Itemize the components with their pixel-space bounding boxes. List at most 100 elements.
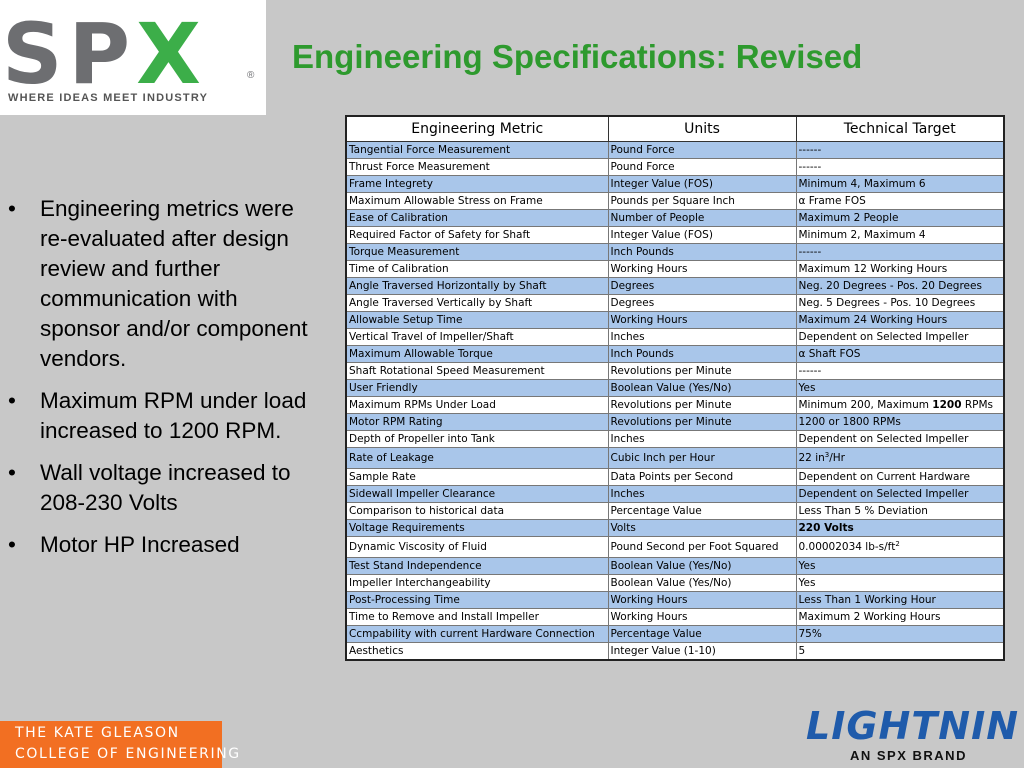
table-row: Required Factor of Safety for Shaft Integ… xyxy=(345,226,1005,244)
cell-units: Volts xyxy=(607,519,797,537)
cell-target: 22 in3/Hr xyxy=(795,447,1005,469)
cell-units: Pound Force xyxy=(607,158,797,176)
header-technical-target: Technical Target xyxy=(795,115,1005,142)
table-row: Time to Remove and Install Impeller Worki… xyxy=(345,608,1005,626)
cell-target-pre: Minimum 200, Maximum xyxy=(798,399,933,411)
table-row: Time of Calibration Working Hours Maximum … xyxy=(345,260,1005,278)
cell-units: Inch Pounds xyxy=(607,243,797,261)
cell-metric: Allowable Setup Time xyxy=(345,311,609,329)
cell-units: Working Hours xyxy=(607,591,797,609)
cell-target: 5 xyxy=(795,642,1005,661)
lightnin-logo: LIGHTNIN AN SPX BRAND xyxy=(806,704,1020,766)
cell-units: Revolutions per Minute xyxy=(607,413,797,431)
table-row: Impeller Interchangeability Boolean Value… xyxy=(345,574,1005,592)
cell-target: Maximum 12 Working Hours xyxy=(795,260,1005,278)
cell-target: Dependent on Selected Impeller xyxy=(795,485,1005,503)
cell-target-sup: 3 xyxy=(824,451,830,459)
spx-tagline: WHERE IDEAS MEET INDUSTRY xyxy=(8,92,209,104)
cell-metric: Maximum Allowable Torque xyxy=(345,345,609,363)
cell-units: Degrees xyxy=(607,277,797,295)
cell-metric: Tangential Force Measurement xyxy=(345,141,609,159)
bullet-item: • Engineering metrics were re-evaluated a… xyxy=(8,194,318,374)
table-row: Frame Integrety Integer Value (FOS) Minimu… xyxy=(345,175,1005,193)
cell-target: Neg. 20 Degrees - Pos. 20 Degrees xyxy=(795,277,1005,295)
cell-metric: Required Factor of Safety for Shaft xyxy=(345,226,609,244)
engineering-spec-table: Engineering Metric Units Technical Targe… xyxy=(345,115,1005,661)
cell-target: α Shaft FOS xyxy=(795,345,1005,363)
cell-units: Pound Second per Foot Squared xyxy=(607,536,797,558)
registered-mark: ® xyxy=(247,70,255,81)
cell-metric: Ccmpability with current Hardware Connec… xyxy=(345,625,609,643)
cell-units: Boolean Value (Yes/No) xyxy=(607,574,797,592)
cell-metric: Vertical Travel of Impeller/Shaft xyxy=(345,328,609,346)
cell-target: 220 Volts xyxy=(795,519,1005,537)
cell-units: Integer Value (1-10) xyxy=(607,642,797,661)
cell-target: Maximum 2 Working Hours xyxy=(795,608,1005,626)
bullet-item: • Maximum RPM under load increased to 120… xyxy=(8,386,318,446)
cell-metric: Time of Calibration xyxy=(345,260,609,278)
cell-target: Dependent on Selected Impeller xyxy=(795,430,1005,448)
cell-units: Inches xyxy=(607,430,797,448)
cell-metric: Impeller Interchangeability xyxy=(345,574,609,592)
cell-target: ------ xyxy=(795,243,1005,261)
table-row: Maximum RPMs Under Load Revolutions per M… xyxy=(345,396,1005,414)
lightnin-wordmark: LIGHTNIN xyxy=(806,704,1020,748)
table-body: Tangential Force Measurement Pound Force -… xyxy=(345,141,1005,661)
cell-units: Percentage Value xyxy=(607,502,797,520)
cell-target: Yes xyxy=(795,557,1005,575)
spx-logo: SPX ® WHERE IDEAS MEET INDUSTRY xyxy=(0,0,266,115)
bullet-text: Maximum RPM under load increased to 1200… xyxy=(40,388,307,443)
cell-units: Percentage Value xyxy=(607,625,797,643)
cell-metric: Aesthetics xyxy=(345,642,609,661)
table-row: Maximum Allowable Torque Inch Pounds α Sha… xyxy=(345,345,1005,363)
cell-metric: Depth of Propeller into Tank xyxy=(345,430,609,448)
cell-target: ------ xyxy=(795,141,1005,159)
cell-units: Inches xyxy=(607,328,797,346)
table-row: Angle Traversed Vertically by Shaft Degre… xyxy=(345,294,1005,312)
spx-logo-x: X xyxy=(136,5,207,103)
cell-units: Working Hours xyxy=(607,608,797,626)
cell-metric: Torque Measurement xyxy=(345,243,609,261)
lightnin-brand-tag: AN SPX BRAND xyxy=(850,748,967,763)
cell-metric: Angle Traversed Horizontally by Shaft xyxy=(345,277,609,295)
cell-target-pre: 0.00002034 lb-s/ft xyxy=(798,541,896,553)
cell-target: Maximum 24 Working Hours xyxy=(795,311,1005,329)
table-row: User Friendly Boolean Value (Yes/No) Yes xyxy=(345,379,1005,397)
bullet-list: • Engineering metrics were re-evaluated a… xyxy=(8,194,318,572)
table-row: Voltage Requirements Volts 220 Volts xyxy=(345,519,1005,537)
table-row: Sidewall Impeller Clearance Inches Depende… xyxy=(345,485,1005,503)
cell-metric: Dynamic Viscosity of Fluid xyxy=(345,536,609,558)
cell-units: Cubic Inch per Hour xyxy=(607,447,797,469)
cell-units: Working Hours xyxy=(607,311,797,329)
table-row: Angle Traversed Horizontally by Shaft Deg… xyxy=(345,277,1005,295)
cell-metric: Maximum Allowable Stress on Frame xyxy=(345,192,609,210)
cell-units: Working Hours xyxy=(607,260,797,278)
cell-target: 75% xyxy=(795,625,1005,643)
table-row: Thrust Force Measurement Pound Force -----… xyxy=(345,158,1005,176)
cell-units: Integer Value (FOS) xyxy=(607,226,797,244)
cell-target: Less Than 5 % Deviation xyxy=(795,502,1005,520)
cell-metric: Test Stand Independence xyxy=(345,557,609,575)
cell-units: Inches xyxy=(607,485,797,503)
cell-metric: Voltage Requirements xyxy=(345,519,609,537)
table-row: Test Stand Independence Boolean Value (Ye… xyxy=(345,557,1005,575)
cell-units: Integer Value (FOS) xyxy=(607,175,797,193)
cell-target: Minimum 2, Maximum 4 xyxy=(795,226,1005,244)
cell-metric: Time to Remove and Install Impeller xyxy=(345,608,609,626)
cell-metric: Maximum RPMs Under Load xyxy=(345,396,609,414)
cell-target: Less Than 1 Working Hour xyxy=(795,591,1005,609)
cell-metric: Angle Traversed Vertically by Shaft xyxy=(345,294,609,312)
cell-units: Data Points per Second xyxy=(607,468,797,486)
cell-metric: Comparison to historical data xyxy=(345,502,609,520)
kgcoe-line-1: THE KATE GLEASON xyxy=(15,725,180,741)
table-row: Depth of Propeller into Tank Inches Depend… xyxy=(345,430,1005,448)
cell-units: Boolean Value (Yes/No) xyxy=(607,557,797,575)
cell-target-sup: 2 xyxy=(895,540,900,548)
bullet-item: • Wall voltage increased to 208-230 Volts xyxy=(8,458,318,518)
bullet-dot: • xyxy=(8,388,16,413)
table-row: Sample Rate Data Points per Second Depende… xyxy=(345,468,1005,486)
cell-metric: Sample Rate xyxy=(345,468,609,486)
table-row: Allowable Setup Time Working Hours Maximum… xyxy=(345,311,1005,329)
bullet-text: Motor HP Increased xyxy=(40,532,240,557)
cell-metric: Post-Processing Time xyxy=(345,591,609,609)
